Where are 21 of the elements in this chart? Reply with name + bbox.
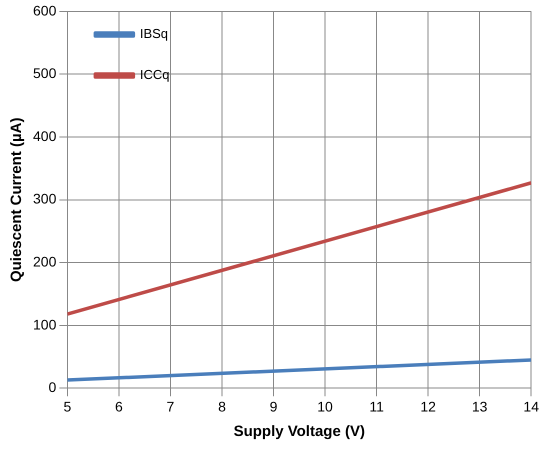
y-tick-label: 200: [33, 253, 57, 270]
x-tick-label: 7: [166, 398, 175, 414]
x-tick-label: 13: [472, 398, 488, 414]
y-axis-title: Quiescent Current (µA): [8, 118, 26, 282]
y-tick-label: 0: [48, 379, 57, 396]
legend-label: IBSq: [140, 26, 168, 42]
x-tick-label: 9: [270, 398, 278, 414]
y-tick-label: 100: [33, 316, 57, 332]
y-tick-label: 500: [33, 65, 57, 82]
y-tick-label: 400: [33, 128, 57, 144]
x-tick-label: 12: [420, 398, 436, 414]
x-tick-label: 6: [115, 398, 123, 414]
y-tick-label: 300: [33, 190, 57, 207]
y-tick-label: 600: [33, 2, 57, 18]
x-axis-title: Supply Voltage (V): [234, 423, 365, 440]
x-tick-label: 8: [218, 398, 226, 414]
legend-label: ICCq: [140, 67, 170, 82]
x-tick-label: 5: [63, 398, 72, 414]
x-tick-label: 14: [523, 398, 540, 414]
x-tick-label: 10: [317, 398, 334, 414]
x-tick-label: 11: [369, 398, 384, 414]
